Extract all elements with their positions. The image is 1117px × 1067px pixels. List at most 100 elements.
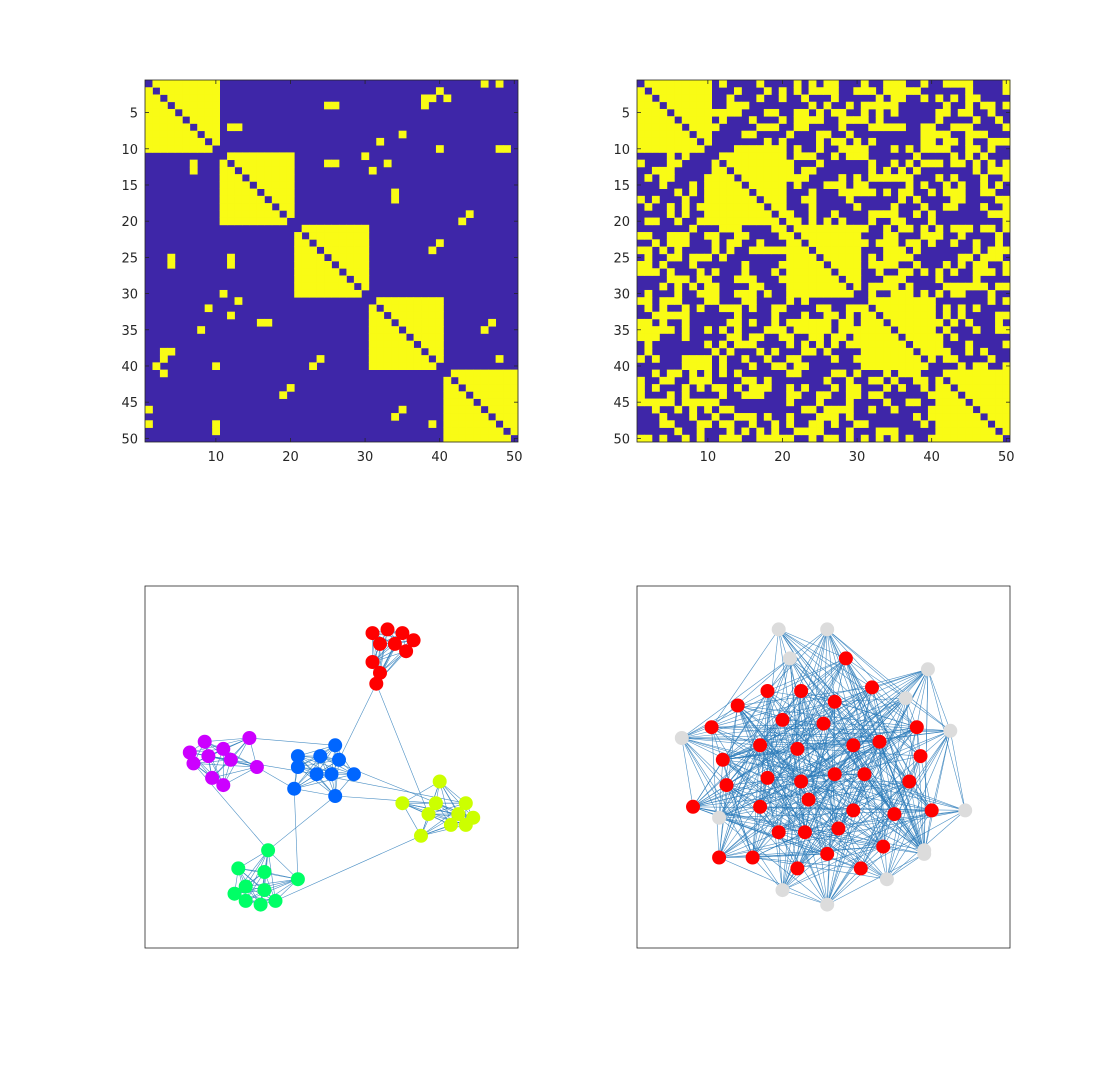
heatmap-cell: [831, 435, 839, 443]
heatmap-cell: [891, 435, 899, 443]
heatmap-cell: [898, 319, 906, 327]
heatmap-cell: [719, 355, 727, 363]
heatmap-cell: [771, 167, 779, 175]
heatmap-cell: [1003, 210, 1011, 218]
heatmap-cell: [980, 435, 988, 443]
heatmap-cell: [443, 377, 451, 385]
heatmap-cell: [376, 319, 384, 327]
heatmap-cell: [257, 203, 265, 211]
adjacency-matrix-left: 10 20 30 40 505101520253035404550: [121, 80, 522, 465]
heatmap-cell: [898, 304, 906, 312]
heatmap-cell: [719, 225, 727, 233]
heatmap-cell: [205, 102, 213, 110]
heatmap-cell: [652, 399, 660, 407]
heatmap-cell: [369, 326, 377, 334]
heatmap-cell: [272, 189, 280, 197]
heatmap-cell: [324, 102, 332, 110]
heatmap-cell: [801, 167, 809, 175]
heatmap-cell: [920, 341, 928, 349]
heatmap-cell: [473, 406, 481, 414]
heatmap-cell: [794, 362, 802, 370]
heatmap-cell: [212, 94, 220, 102]
heatmap-cell: [451, 435, 459, 443]
heatmap-cell: [741, 391, 749, 399]
heatmap-cell: [995, 239, 1003, 247]
heatmap-cell: [644, 94, 652, 102]
heatmap-cell: [294, 239, 302, 247]
heatmap-cell: [980, 261, 988, 269]
heatmap-cell: [898, 80, 906, 88]
heatmap-cell: [376, 326, 384, 334]
graph-node: [847, 804, 860, 817]
heatmap-cell: [697, 384, 705, 392]
heatmap-cell: [928, 391, 936, 399]
heatmap-cell: [868, 341, 876, 349]
heatmap-cell: [883, 428, 891, 436]
heatmap-cell: [824, 406, 832, 414]
heatmap-cell: [786, 420, 794, 428]
heatmap-cell: [861, 304, 869, 312]
heatmap-cell: [369, 312, 377, 320]
heatmap-cell: [473, 413, 481, 421]
heatmap-cell: [868, 210, 876, 218]
heatmap-cell: [883, 384, 891, 392]
heatmap-cell: [891, 261, 899, 269]
heatmap-cell: [883, 355, 891, 363]
heatmap-cell: [756, 435, 764, 443]
heatmap-cell: [205, 80, 213, 88]
heatmap-cell: [816, 283, 824, 291]
heatmap-cell: [898, 123, 906, 131]
heatmap-cell: [384, 333, 392, 341]
heatmap-cell: [734, 319, 742, 327]
heatmap-cell: [376, 348, 384, 356]
heatmap-cell: [324, 283, 332, 291]
heatmap-cell: [891, 275, 899, 283]
heatmap-cell: [868, 138, 876, 146]
heatmap-cell: [659, 283, 667, 291]
heatmap-cell: [973, 384, 981, 392]
heatmap-cell: [816, 391, 824, 399]
heatmap-cell: [958, 283, 966, 291]
heatmap-cell: [846, 232, 854, 240]
heatmap-cell: [421, 355, 429, 363]
heatmap-cell: [436, 87, 444, 95]
heatmap-cell: [302, 225, 310, 233]
heatmap-cell: [898, 254, 906, 262]
graph-node: [396, 797, 409, 810]
heatmap-cell: [257, 181, 265, 189]
heatmap-cell: [868, 326, 876, 334]
heatmap-cell: [809, 80, 817, 88]
heatmap-cell: [152, 123, 160, 131]
heatmap-cell: [824, 275, 832, 283]
heatmap-cell: [988, 370, 996, 378]
heatmap-cell: [190, 87, 198, 95]
heatmap-cell: [324, 290, 332, 298]
heatmap-cell: [167, 131, 175, 139]
heatmap-cell: [958, 312, 966, 320]
heatmap-cell: [249, 160, 257, 168]
heatmap-cell: [287, 152, 295, 160]
heatmap-cell: [838, 123, 846, 131]
heatmap-cell: [764, 87, 772, 95]
heatmap-cell: [846, 384, 854, 392]
heatmap-cell: [950, 138, 958, 146]
heatmap-cell: [868, 362, 876, 370]
heatmap-cell: [384, 355, 392, 363]
heatmap-cell: [764, 167, 772, 175]
heatmap-cell: [406, 312, 414, 320]
heatmap-cell: [734, 152, 742, 160]
heatmap-cell: [898, 87, 906, 95]
heatmap-cell: [779, 275, 787, 283]
heatmap-cell: [846, 428, 854, 436]
heatmap-cell: [973, 362, 981, 370]
heatmap-cell: [749, 362, 757, 370]
heatmap-cell: [659, 247, 667, 255]
heatmap-cell: [242, 189, 250, 197]
heatmap-cell: [749, 341, 757, 349]
heatmap-cell: [279, 391, 287, 399]
heatmap-cell: [853, 420, 861, 428]
heatmap-cell: [354, 261, 362, 269]
heatmap-cell: [369, 304, 377, 312]
heatmap-cell: [704, 123, 712, 131]
heatmap-cell: [741, 377, 749, 385]
